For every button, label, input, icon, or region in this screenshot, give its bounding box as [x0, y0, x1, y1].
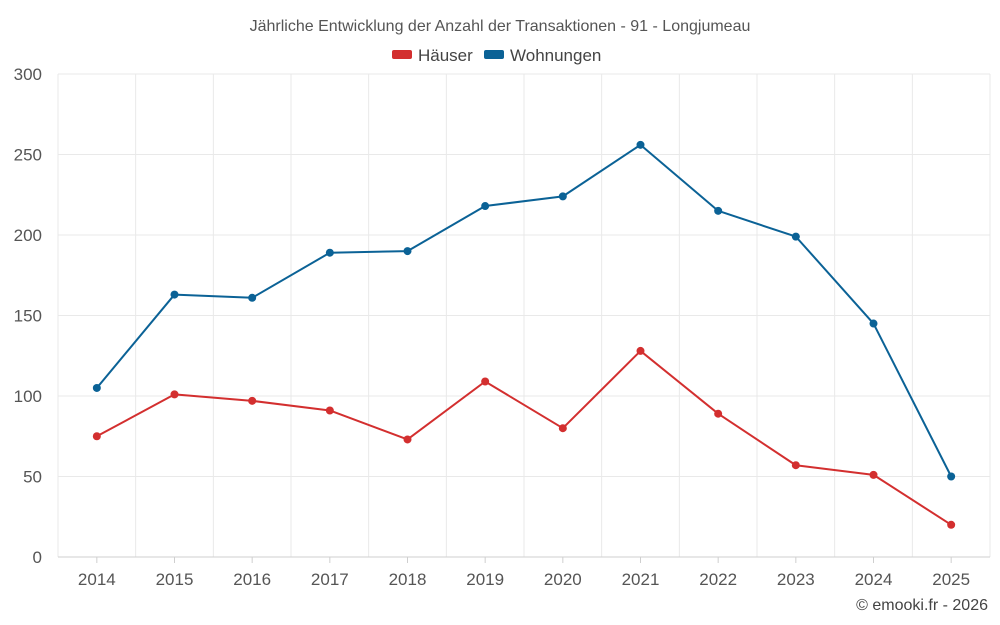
data-point-haeuser[interactable]	[947, 520, 956, 529]
x-axis: 2014 2015 2016 2017 2018 2019 2020 2021 2022 2023…	[58, 556, 990, 589]
data-point-wohnungen[interactable]	[403, 247, 412, 256]
data-point-haeuser[interactable]	[558, 424, 567, 433]
y-tick-label: 100	[14, 387, 42, 406]
data-point-haeuser[interactable]	[791, 461, 800, 470]
y-axis: 0 50 100 150 200 250 300	[14, 65, 42, 567]
data-point-haeuser[interactable]	[170, 390, 179, 399]
data-point-wohnungen[interactable]	[248, 293, 257, 302]
y-tick-label: 150	[14, 307, 42, 326]
grid	[57, 73, 991, 557]
chart-title: Jährliche Entwicklung der Anzahl der Tra…	[250, 18, 751, 35]
y-tick-label: 0	[33, 548, 42, 567]
data-point-wohnungen[interactable]	[947, 472, 956, 481]
y-tick-label: 300	[14, 65, 42, 84]
series-line-haeuser	[96, 349, 952, 526]
x-tick-label: 2022	[699, 570, 737, 589]
data-point-wohnungen[interactable]	[481, 202, 490, 211]
data-point-haeuser[interactable]	[325, 406, 334, 415]
x-tick-label: 2016	[233, 570, 271, 589]
data-point-wohnungen[interactable]	[325, 248, 334, 257]
legend-label-wohnungen: Wohnungen	[510, 46, 601, 65]
x-tick-label: 2025	[932, 570, 970, 589]
data-point-haeuser[interactable]	[481, 377, 490, 386]
data-point-wohnungen[interactable]	[558, 192, 567, 201]
x-tick-label: 2015	[156, 570, 194, 589]
x-tick-label: 2019	[466, 570, 504, 589]
data-point-wohnungen[interactable]	[170, 290, 179, 299]
x-tick-label: 2023	[777, 570, 815, 589]
data-point-haeuser[interactable]	[636, 346, 645, 355]
data-point-wohnungen[interactable]	[869, 319, 878, 328]
x-tick-label: 2024	[855, 570, 893, 589]
x-tick-label: 2018	[389, 570, 427, 589]
x-tick-label: 2021	[622, 570, 660, 589]
data-point-haeuser[interactable]	[248, 396, 257, 405]
x-tick-label: 2014	[78, 570, 116, 589]
legend-swatch-wohnungen	[484, 50, 504, 59]
data-point-wohnungen[interactable]	[714, 206, 723, 215]
data-point-wohnungen[interactable]	[791, 232, 800, 241]
data-point-haeuser[interactable]	[869, 470, 878, 479]
y-tick-label: 250	[14, 146, 42, 165]
legend-label-haeuser: Häuser	[418, 46, 473, 65]
data-point-haeuser[interactable]	[714, 409, 723, 418]
series	[92, 140, 956, 529]
x-tick-label: 2020	[544, 570, 582, 589]
data-point-wohnungen[interactable]	[92, 383, 101, 392]
credit-text: © emooki.fr - 2026	[856, 597, 988, 614]
data-point-wohnungen[interactable]	[636, 140, 645, 149]
legend: Häuser Wohnungen	[392, 46, 601, 65]
legend-swatch-haeuser	[392, 50, 412, 59]
series-line-wohnungen	[96, 143, 953, 477]
data-point-haeuser[interactable]	[92, 432, 101, 441]
x-tick-label: 2017	[311, 570, 349, 589]
y-tick-label: 50	[23, 468, 42, 487]
data-point-haeuser[interactable]	[403, 435, 412, 444]
y-tick-label: 200	[14, 226, 42, 245]
